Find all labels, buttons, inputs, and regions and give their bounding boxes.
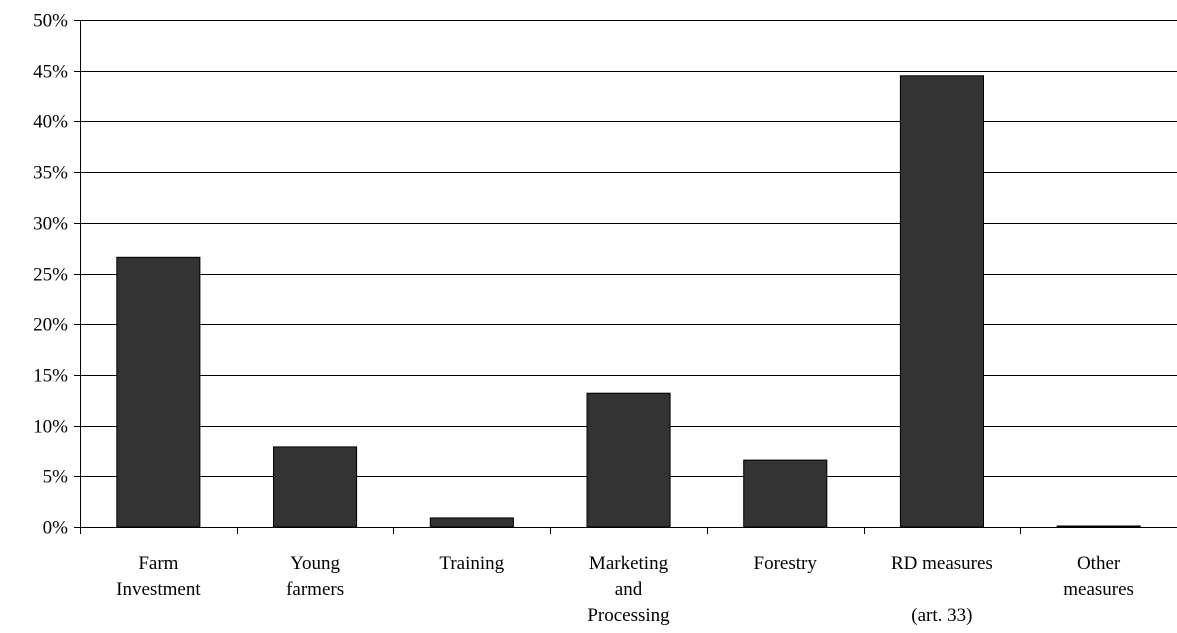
x-category-label: Training (439, 553, 504, 574)
y-axis-tick-labels: 0% 5% 10% 15% 20% 25% 30% 35% 40% 45% 50% (33, 11, 68, 539)
y-tick-label: 5% (43, 467, 69, 488)
y-tick-label: 35% (33, 163, 68, 184)
y-tick-label: 0% (43, 518, 69, 539)
y-tick-label: 25% (33, 265, 68, 286)
x-axis-category-labels: Farm Investment Young farmers Training Market… (116, 553, 1134, 626)
x-category-label: Farm Investment (116, 553, 201, 600)
bar (1056, 525, 1141, 528)
axes (74, 20, 1177, 534)
gridlines (80, 20, 1177, 477)
y-tick-label: 45% (33, 62, 68, 83)
y-tick-label: 30% (33, 214, 68, 235)
x-category-label: Other measures (1063, 553, 1134, 600)
bars (116, 75, 1141, 528)
bar (429, 517, 514, 528)
y-tick-label: 20% (33, 315, 68, 336)
y-tick-label: 50% (33, 11, 68, 32)
bar (899, 75, 985, 528)
bar (273, 446, 358, 528)
x-category-label: Forestry (754, 553, 818, 574)
bar (116, 256, 201, 528)
y-tick-label: 10% (33, 417, 68, 438)
y-tick-label: 15% (33, 366, 68, 387)
x-category-label: Young farmers (286, 553, 344, 600)
x-category-label: Marketing and Processing (587, 553, 670, 626)
x-category-label: RD measures (art. 33) (891, 553, 993, 626)
bar (743, 459, 828, 528)
y-tick-label: 40% (33, 112, 68, 133)
bar (586, 392, 671, 528)
